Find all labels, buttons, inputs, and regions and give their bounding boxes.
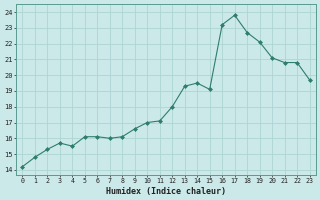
X-axis label: Humidex (Indice chaleur): Humidex (Indice chaleur) [106, 187, 226, 196]
